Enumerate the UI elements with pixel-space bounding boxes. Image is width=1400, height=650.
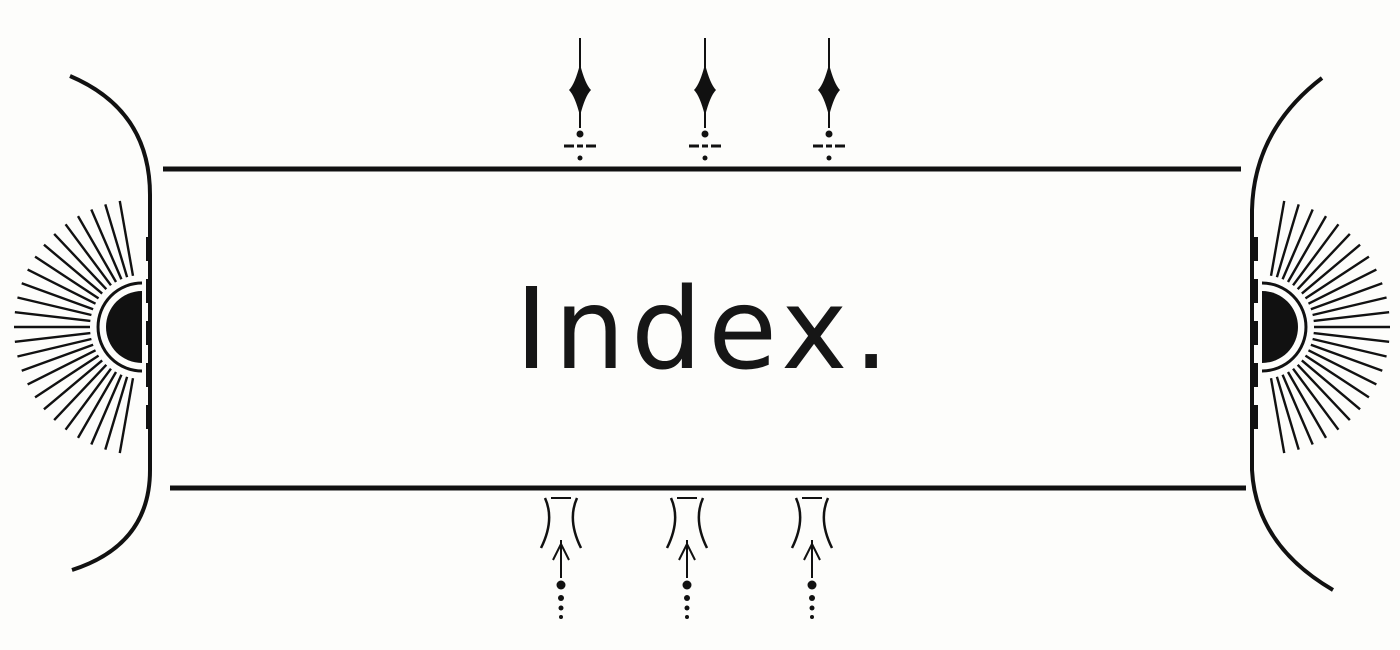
sun-ray	[34, 354, 100, 399]
sun-ray	[1313, 310, 1390, 323]
sun-ray	[27, 349, 97, 386]
top-finial	[564, 38, 596, 161]
sun-ray	[1269, 378, 1286, 454]
sun-ray	[53, 363, 108, 421]
bottom-finial	[790, 497, 834, 619]
sun-ray	[21, 282, 94, 311]
sun-ray	[1301, 359, 1361, 411]
sun-ray	[118, 378, 135, 454]
sun-ray	[1307, 349, 1377, 386]
sun-ray	[1286, 371, 1328, 439]
half-sun-disc	[106, 291, 142, 363]
right-sunburst	[1254, 200, 1390, 454]
sun-ray	[90, 374, 123, 446]
sun-ray	[1312, 337, 1387, 358]
sun-ray	[1275, 204, 1300, 278]
bottom-finial	[665, 497, 709, 619]
sun-ray	[90, 208, 123, 280]
sun-ray	[104, 204, 129, 278]
sun-ray	[1286, 215, 1328, 283]
sun-ray	[118, 200, 135, 276]
sun-ray	[64, 367, 112, 431]
sun-ray	[27, 268, 97, 305]
sun-ray	[14, 331, 91, 344]
sun-ray	[76, 215, 118, 283]
sun-ray	[1296, 363, 1351, 421]
sun-ray	[1304, 354, 1370, 399]
sun-ray	[1313, 331, 1390, 344]
sun-ray	[21, 343, 94, 372]
half-sun-disc	[1262, 291, 1298, 363]
sun-ray	[1312, 296, 1387, 317]
sun-ray	[17, 296, 92, 317]
sun-ray	[14, 310, 91, 323]
sun-ray	[64, 223, 112, 287]
sun-ray	[1310, 282, 1383, 311]
top-finial	[813, 38, 845, 161]
left-sunburst	[14, 200, 150, 454]
sun-ray	[43, 243, 103, 295]
sun-ray	[17, 337, 92, 358]
sun-ray	[34, 255, 100, 300]
sun-ray	[1301, 243, 1361, 295]
sun-ring	[96, 281, 143, 373]
sun-ray	[1275, 376, 1300, 450]
sun-ray	[1296, 233, 1351, 291]
page-title: Index.	[515, 265, 895, 395]
sun-ray	[1310, 343, 1383, 372]
sun-ray	[1281, 208, 1314, 280]
sun-ray	[1269, 200, 1286, 276]
sun-ray	[53, 233, 108, 291]
right-bracket	[1250, 76, 1335, 592]
top-finial	[689, 38, 721, 161]
sun-ray	[76, 371, 118, 439]
sun-ray	[104, 376, 129, 450]
sun-ray	[1307, 268, 1377, 305]
sun-ray	[1292, 367, 1340, 431]
top-finials	[564, 38, 845, 161]
bottom-finial	[539, 497, 583, 619]
sun-ray	[1304, 255, 1370, 300]
bottom-finials	[539, 497, 834, 619]
sun-ray	[1281, 374, 1314, 446]
sun-ring	[1261, 281, 1308, 373]
sun-ray	[43, 359, 103, 411]
sun-ray	[1292, 223, 1340, 287]
